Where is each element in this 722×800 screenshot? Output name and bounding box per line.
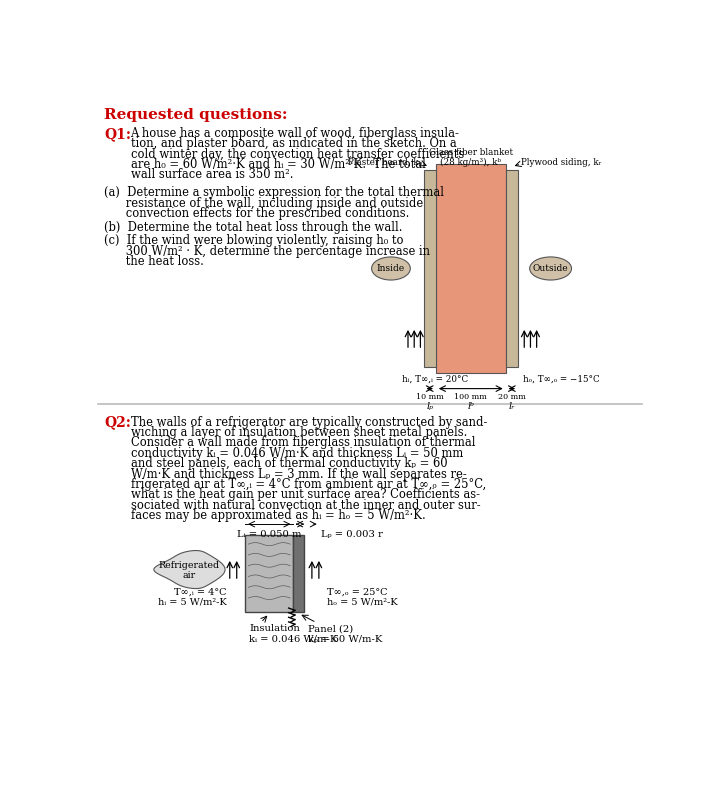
Text: sociated with natural convection at the inner and outer sur-: sociated with natural convection at the … <box>131 498 480 512</box>
Text: (c)  If the wind were blowing violently, raising h₀ to: (c) If the wind were blowing violently, … <box>104 234 404 247</box>
Text: lᵣ: lᵣ <box>508 402 515 411</box>
Text: are h₀ = 60 W/m²·K and hᵢ = 30 W/m²·K.  The total: are h₀ = 60 W/m²·K and hᵢ = 30 W/m²·K. T… <box>131 158 425 171</box>
Text: Outside: Outside <box>533 264 568 273</box>
Text: (b)  Determine the total heat loss through the wall.: (b) Determine the total heat loss throug… <box>104 221 403 234</box>
Text: Inside: Inside <box>377 264 405 273</box>
Text: Glass fiber blanket: Glass fiber blanket <box>429 148 513 158</box>
Text: Plaster board, kₚ: Plaster board, kₚ <box>348 158 422 166</box>
Text: lₚ: lₚ <box>426 402 433 411</box>
Text: what is the heat gain per unit surface area? Coefficients as-: what is the heat gain per unit surface a… <box>131 488 479 502</box>
Text: Plywood siding, kᵣ: Plywood siding, kᵣ <box>521 158 601 166</box>
Text: hᵢ, T∞,ᵢ = 20°C: hᵢ, T∞,ᵢ = 20°C <box>402 374 468 384</box>
Text: A house has a composite wall of wood, fiberglass insula-: A house has a composite wall of wood, fi… <box>131 126 459 140</box>
Text: 100 mm: 100 mm <box>454 394 487 402</box>
Text: wiching a layer of insulation between sheet metal panels.: wiching a layer of insulation between sh… <box>131 426 467 439</box>
Polygon shape <box>154 550 225 589</box>
Bar <box>436 164 505 373</box>
Ellipse shape <box>372 257 410 280</box>
Text: The walls of a refrigerator are typically constructed by sand-: The walls of a refrigerator are typicall… <box>131 415 487 429</box>
Text: Q1:: Q1: <box>104 126 131 141</box>
Text: air: air <box>183 571 196 580</box>
Text: Q2:: Q2: <box>104 415 131 430</box>
Text: frigerated air at T∞,ᵢ = 4°C from ambient air at T∞,ₒ = 25°C,: frigerated air at T∞,ᵢ = 4°C from ambien… <box>131 478 486 491</box>
Text: T∞,ₒ = 25°C
hₒ = 5 W/m²-K: T∞,ₒ = 25°C hₒ = 5 W/m²-K <box>327 587 398 606</box>
Text: W/m·K and thickness Lₚ = 3 mm. If the wall separates re-: W/m·K and thickness Lₚ = 3 mm. If the wa… <box>131 467 466 481</box>
Text: Lᵢ = 0.050 m: Lᵢ = 0.050 m <box>237 530 302 539</box>
Text: the heat loss.: the heat loss. <box>104 255 204 268</box>
Text: Lₚ = 0.003 r: Lₚ = 0.003 r <box>321 530 383 539</box>
Bar <box>424 170 436 367</box>
Bar <box>505 170 518 367</box>
Text: 10 mm: 10 mm <box>416 394 443 402</box>
Text: (a)  Determine a symbolic expression for the total thermal: (a) Determine a symbolic expression for … <box>104 186 444 199</box>
Text: 20 mm: 20 mm <box>498 394 526 402</box>
Bar <box>245 535 293 612</box>
Text: 300 W/m² · K, determine the percentage increase in: 300 W/m² · K, determine the percentage i… <box>104 245 430 258</box>
Text: lᵇ: lᵇ <box>467 402 474 411</box>
Ellipse shape <box>530 257 572 280</box>
Text: Requested questions:: Requested questions: <box>104 107 287 122</box>
Text: Insulation
kᵢ = 0.046 W/m-K: Insulation kᵢ = 0.046 W/m-K <box>249 624 337 644</box>
Text: (28 kg/m³), kᵇ: (28 kg/m³), kᵇ <box>440 158 501 166</box>
Text: conductivity kᵢ = 0.046 W/m·K and thickness Lᵢ = 50 mm: conductivity kᵢ = 0.046 W/m·K and thickn… <box>131 446 463 460</box>
Text: wall surface area is 350 m².: wall surface area is 350 m². <box>131 168 293 182</box>
Text: cold winter day, the convection heat transfer coefficients: cold winter day, the convection heat tra… <box>131 147 464 161</box>
Text: resistance of the wall, including inside and outside: resistance of the wall, including inside… <box>104 197 423 210</box>
Text: T∞,ᵢ = 4°C
hᵢ = 5 W/m²-K: T∞,ᵢ = 4°C hᵢ = 5 W/m²-K <box>158 587 227 606</box>
Text: hₒ, T∞,ₒ = −15°C: hₒ, T∞,ₒ = −15°C <box>523 374 599 384</box>
Text: convection effects for the prescribed conditions.: convection effects for the prescribed co… <box>104 207 409 220</box>
Text: Panel (2)
kₚ = 60 W/m-K: Panel (2) kₚ = 60 W/m-K <box>308 624 383 644</box>
Text: faces may be approximated as hᵢ = hₒ = 5 W/m²·K.: faces may be approximated as hᵢ = hₒ = 5… <box>131 509 425 522</box>
Text: and steel panels, each of thermal conductivity kₚ = 60: and steel panels, each of thermal conduc… <box>131 457 447 470</box>
Text: tion, and plaster board, as indicated in the sketch. On a: tion, and plaster board, as indicated in… <box>131 137 456 150</box>
Text: Refrigerated: Refrigerated <box>159 562 220 570</box>
Bar <box>293 535 304 612</box>
Text: Consider a wall made from fiberglass insulation of thermal: Consider a wall made from fiberglass ins… <box>131 436 475 450</box>
